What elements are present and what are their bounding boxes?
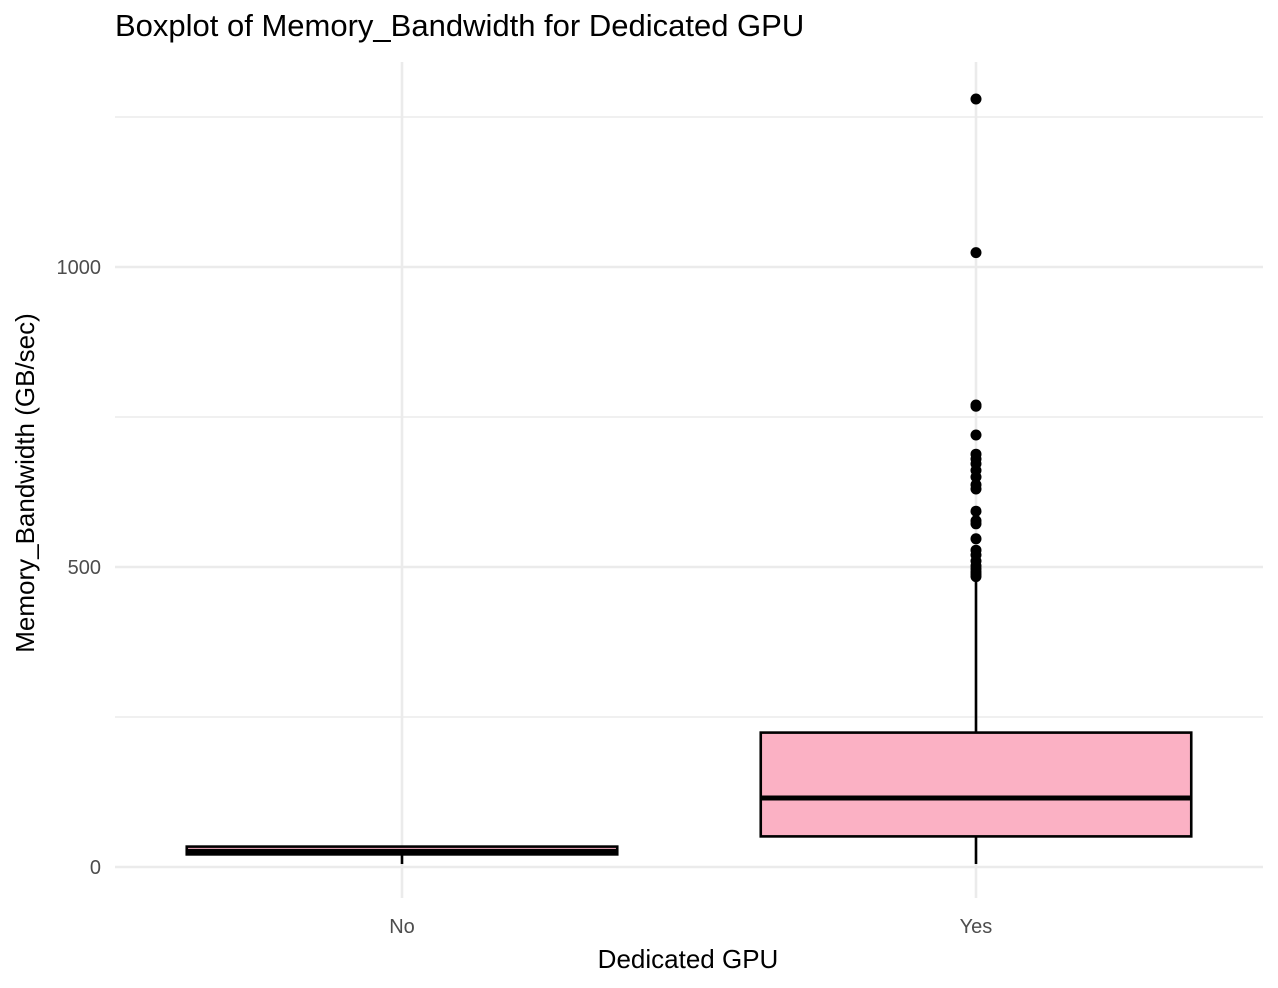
y-tick-label: 500: [68, 557, 101, 579]
y-axis-ticks: 0 500 1000: [57, 257, 102, 879]
y-tick-label: 0: [90, 857, 101, 879]
box-layer: [185, 93, 1193, 864]
x-tick-label-yes: Yes: [960, 916, 993, 938]
box-group-yes: [759, 93, 1193, 864]
x-axis-title: Dedicated GPU: [598, 944, 779, 974]
outlier-point: [970, 448, 982, 460]
box-iqr: [759, 731, 1193, 838]
outlier-point: [970, 544, 982, 556]
x-tick-label-no: No: [389, 916, 415, 938]
x-axis-ticks: No Yes: [389, 916, 992, 938]
outlier-point: [970, 533, 982, 545]
outlier-point: [970, 399, 982, 411]
box-group-no: [185, 845, 619, 864]
y-axis-title: Memory_Bandwidth (GB/sec): [10, 313, 40, 653]
outlier-point: [970, 515, 982, 527]
grid-layer: [115, 62, 1263, 898]
y-tick-label: 1000: [57, 257, 102, 279]
outlier-point: [970, 93, 982, 105]
outlier-point: [970, 247, 982, 259]
outlier-point: [970, 479, 982, 491]
outlier-point: [970, 429, 982, 441]
chart-title: Boxplot of Memory_Bandwidth for Dedicate…: [115, 8, 805, 43]
outlier-point: [970, 505, 982, 517]
